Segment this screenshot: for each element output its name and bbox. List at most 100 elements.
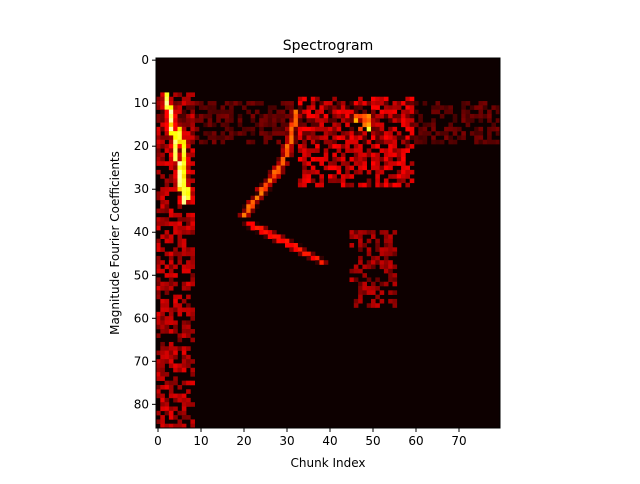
heatmap-cell — [160, 126, 165, 132]
heatmap-cell — [340, 178, 346, 184]
heatmap-cell — [164, 92, 170, 98]
heatmap-cell — [461, 101, 466, 106]
heatmap-cell — [336, 113, 342, 119]
heatmap-cell — [181, 363, 187, 369]
heatmap-cell — [160, 367, 165, 373]
heatmap-cell — [263, 131, 269, 136]
heatmap-cell — [160, 122, 165, 128]
heatmap-cell — [199, 113, 204, 119]
heatmap-cell — [168, 423, 174, 429]
heatmap-cell — [168, 329, 174, 334]
heatmap-cell — [272, 122, 277, 128]
x-tick-label: 60 — [408, 434, 423, 448]
heatmap-cell — [181, 131, 187, 136]
heatmap-cell — [181, 165, 187, 171]
heatmap-cell — [297, 178, 303, 184]
heatmap-cell — [160, 234, 165, 239]
heatmap-cell — [181, 139, 187, 145]
heatmap-cell — [482, 139, 488, 145]
heatmap-cell — [371, 260, 376, 265]
heatmap-cell — [392, 182, 398, 188]
heatmap-cell — [379, 122, 385, 128]
heatmap-cell — [168, 346, 174, 351]
heatmap-cell — [310, 122, 316, 128]
heatmap-cell — [160, 109, 165, 115]
heatmap-cell — [156, 389, 161, 394]
heatmap-cell — [310, 148, 316, 153]
heatmap-cell — [379, 156, 385, 162]
heatmap-cell — [160, 359, 165, 364]
heatmap-cell — [160, 260, 165, 265]
heatmap-cell — [242, 212, 247, 218]
heatmap-cell — [194, 118, 200, 123]
heatmap-cell — [336, 105, 342, 110]
heatmap-cell — [315, 135, 320, 141]
heatmap-cell — [345, 144, 350, 149]
heatmap-cell — [310, 105, 316, 110]
heatmap-cell — [349, 277, 355, 283]
heatmap-cell — [358, 118, 363, 123]
heatmap-cell — [392, 273, 398, 278]
heatmap-cell — [401, 109, 406, 115]
heatmap-cell — [409, 135, 415, 141]
heatmap-cell — [371, 101, 376, 106]
heatmap-cell — [250, 225, 256, 231]
heatmap-cell — [160, 341, 165, 347]
heatmap-cell — [207, 118, 213, 123]
heatmap-cell — [349, 230, 355, 235]
heatmap-cell — [328, 178, 333, 184]
heatmap-cell — [186, 221, 191, 227]
heatmap-cell — [177, 363, 183, 369]
heatmap-cell — [280, 113, 286, 119]
heatmap-cell — [375, 113, 380, 119]
y-axis-label: Magnitude Fourier Coefficients — [108, 151, 122, 335]
heatmap-cell — [173, 221, 178, 227]
heatmap-cell — [190, 109, 195, 115]
heatmap-cell — [186, 230, 191, 235]
y-tick-label: 70 — [134, 354, 149, 368]
heatmap-cell — [297, 113, 303, 119]
heatmap-cell — [259, 225, 264, 231]
heatmap-cell — [173, 148, 178, 153]
heatmap-cell — [168, 144, 174, 149]
heatmap-cell — [203, 139, 208, 145]
heatmap-cell — [345, 169, 350, 175]
heatmap-cell — [156, 148, 161, 153]
heatmap-cell — [358, 268, 363, 274]
heatmap-cell — [272, 238, 277, 244]
heatmap-cell — [371, 298, 376, 304]
heatmap-cell — [349, 148, 355, 153]
heatmap-cell — [401, 118, 406, 123]
heatmap-cell — [383, 238, 389, 244]
heatmap-cell — [383, 182, 389, 188]
heatmap-cell — [181, 264, 187, 270]
heatmap-cell — [495, 139, 501, 145]
heatmap-cell — [173, 393, 178, 399]
heatmap-cell — [379, 126, 385, 132]
heatmap-cell — [375, 139, 380, 145]
heatmap-cell — [482, 105, 488, 110]
heatmap-cell — [263, 139, 269, 145]
heatmap-cell — [254, 109, 260, 115]
heatmap-cell — [495, 126, 501, 132]
heatmap-cell — [164, 113, 170, 119]
heatmap-cell — [181, 243, 187, 248]
heatmap-cell — [383, 152, 389, 158]
heatmap-cell — [156, 118, 161, 123]
heatmap-cell — [439, 105, 445, 110]
heatmap-cell — [345, 105, 350, 110]
heatmap-cell — [371, 161, 376, 166]
heatmap-cell — [263, 230, 269, 235]
heatmap-cell — [190, 260, 195, 265]
heatmap-cell — [160, 161, 165, 166]
heatmap-cell — [160, 346, 165, 351]
heatmap-cell — [405, 101, 410, 106]
heatmap-cell — [181, 350, 187, 356]
heatmap-cell — [349, 131, 355, 136]
heatmap-cell — [392, 101, 398, 106]
heatmap-cell — [181, 298, 187, 304]
heatmap-cell — [375, 169, 380, 175]
heatmap-cell — [181, 380, 187, 386]
heatmap-cell — [250, 126, 256, 132]
heatmap-cell — [315, 118, 320, 123]
